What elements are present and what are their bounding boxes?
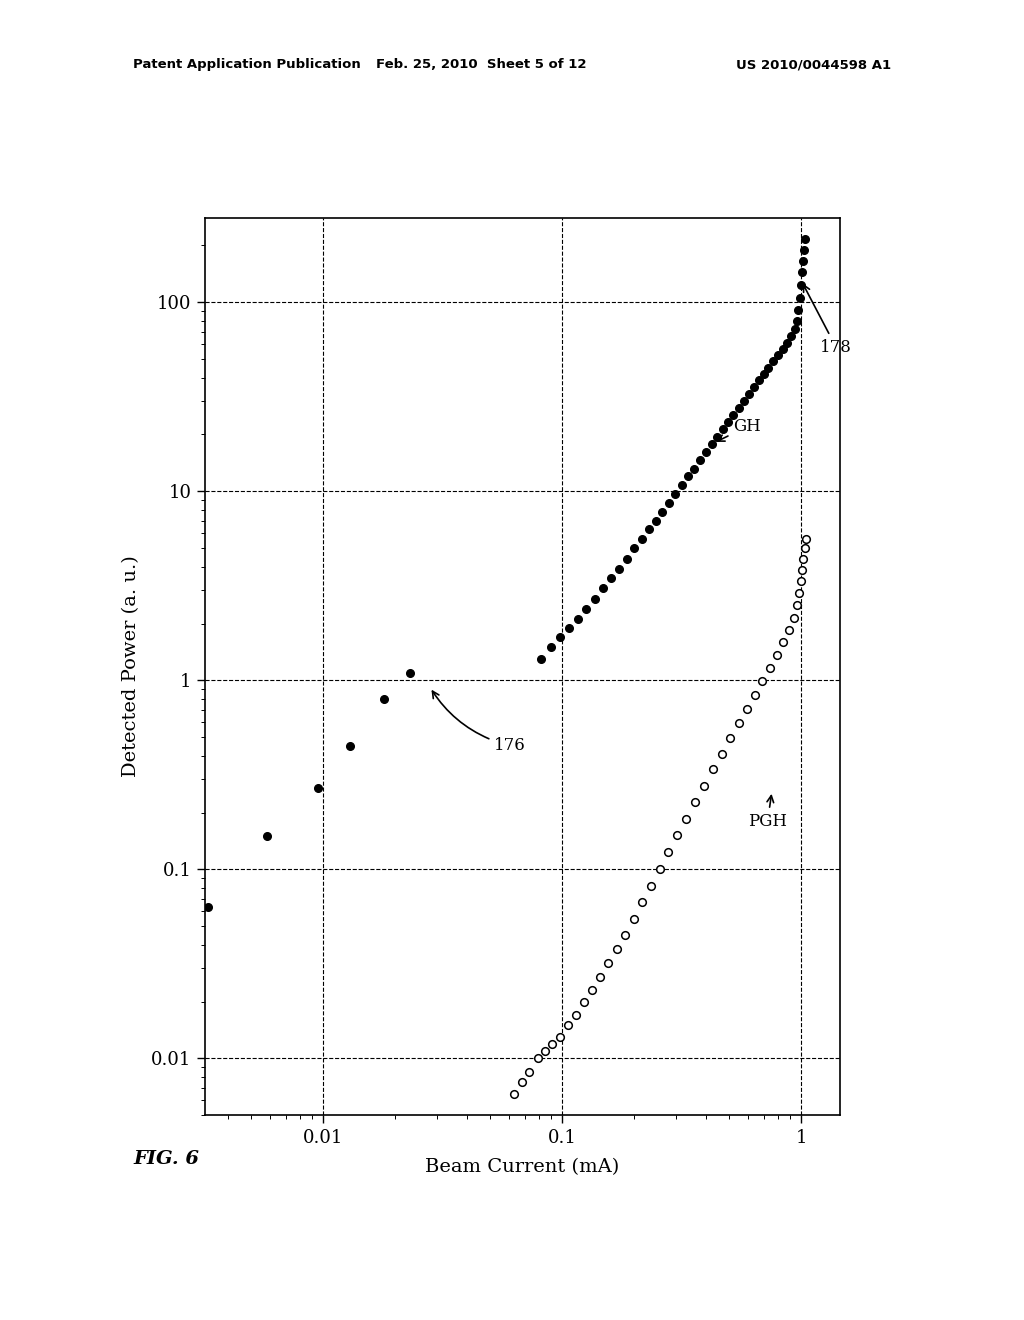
Text: Patent Application Publication: Patent Application Publication xyxy=(133,58,360,71)
Text: 176: 176 xyxy=(432,692,526,755)
Y-axis label: Detected Power (a. u.): Detected Power (a. u.) xyxy=(122,556,140,777)
Text: FIG. 6: FIG. 6 xyxy=(133,1150,199,1168)
Text: GH: GH xyxy=(718,418,761,441)
Text: Feb. 25, 2010  Sheet 5 of 12: Feb. 25, 2010 Sheet 5 of 12 xyxy=(376,58,587,71)
X-axis label: Beam Current (mA): Beam Current (mA) xyxy=(425,1158,620,1176)
Text: US 2010/0044598 A1: US 2010/0044598 A1 xyxy=(736,58,891,71)
Text: 178: 178 xyxy=(804,285,852,355)
Text: PGH: PGH xyxy=(749,796,787,830)
